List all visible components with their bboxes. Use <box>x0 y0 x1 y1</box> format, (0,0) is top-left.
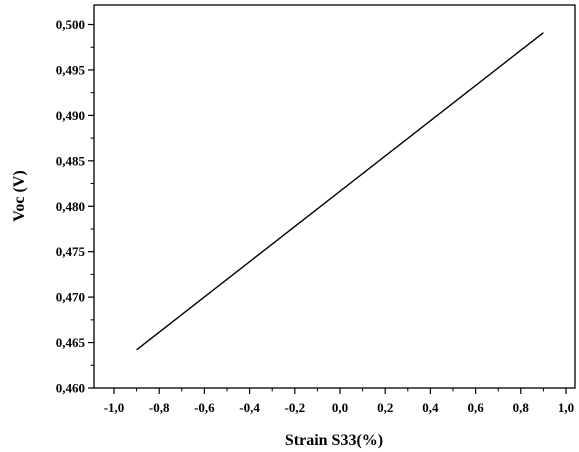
x-tick-label: 0,2 <box>377 400 393 415</box>
plot-frame <box>93 4 576 389</box>
x-tick-label: 0,8 <box>513 400 530 415</box>
y-tick-label: 0,490 <box>56 108 85 123</box>
y-tick-label: 0,465 <box>56 335 86 350</box>
x-tick-label: -0,8 <box>149 400 170 415</box>
y-axis-title: Voc (V) <box>11 170 28 221</box>
y-tick-label: 0,460 <box>56 381 85 396</box>
x-tick-label: -0,4 <box>239 400 260 415</box>
series-line <box>136 32 544 351</box>
x-axis: -1,0 -0,8 -0,6 -0,4 -0,2 0,0 0,2 0,4 0,6 0,8 1,0 <box>104 388 574 415</box>
y-tick-label: 0,500 <box>56 17 85 32</box>
y-tick-label: 0,495 <box>56 62 86 77</box>
x-tick-label: -0,6 <box>194 400 215 415</box>
series-layer <box>136 32 544 351</box>
x-tick-label: -1,0 <box>104 400 125 415</box>
x-tick-label: -0,2 <box>285 400 306 415</box>
x-axis-title: Strain S33(%) <box>285 432 383 449</box>
y-tick-label: 0,485 <box>56 153 86 168</box>
y-tick-label: 0,470 <box>56 290 85 305</box>
x-tick-label: 0,0 <box>332 400 348 415</box>
x-tick-label: 1,0 <box>558 400 574 415</box>
x-tick-label: 0,6 <box>467 400 484 415</box>
y-tick-label: 0,475 <box>56 244 86 259</box>
y-tick-label: 0,480 <box>56 199 85 214</box>
y-axis: 0,460 0,465 0,470 0,475 0,480 0,485 0,490 0,495… <box>56 17 94 396</box>
x-tick-label: 0,4 <box>422 400 439 415</box>
